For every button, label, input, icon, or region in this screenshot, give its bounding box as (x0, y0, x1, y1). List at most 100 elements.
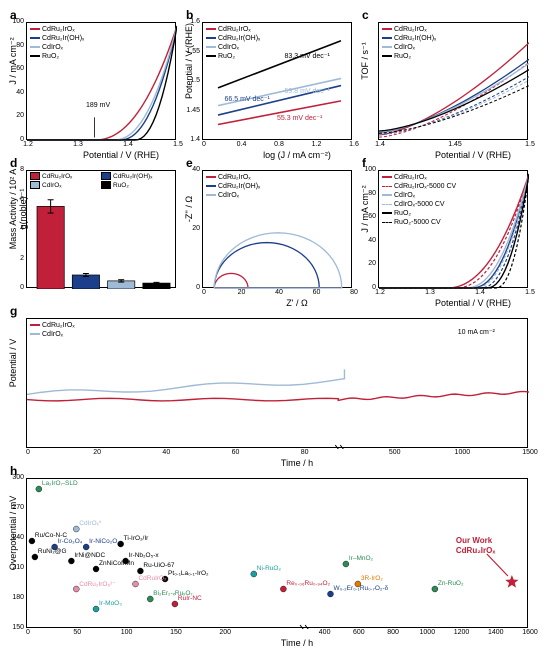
ylabel-h: Overpotential / mV (8, 473, 18, 593)
scatter-label: CdRu₂IrO₆²⁻ (79, 580, 115, 588)
xtick: 1600 (520, 629, 540, 636)
tafel-anno: 66.5 mV dec⁻¹ (225, 95, 270, 103)
legend-a: CdRu₂IrOₓ CdRu₂Ir(OH)ₓ CdIrOₓ RuO₂ (30, 25, 84, 61)
xtick: 0.8 (269, 141, 289, 148)
ytick: 150 (6, 624, 24, 631)
xtick: 1.5 (520, 289, 540, 296)
xlabel-a: Potential / V (RHE) (61, 150, 181, 160)
ytick: 300 (6, 474, 24, 481)
xlabel-e: Z' / Ω (237, 298, 357, 308)
scatter-label: 3R-IrO₂ (361, 575, 383, 582)
xlabel-b: log (J / mA cm⁻²) (237, 150, 357, 161)
ylabel-c: TOF / s⁻¹ (360, 1, 371, 121)
ytick: 40 (358, 237, 376, 244)
xtick: 1.3 (68, 141, 88, 148)
xtick: 1400 (486, 629, 506, 636)
ytick: 2 (6, 255, 24, 262)
ytick: 60 (6, 65, 24, 72)
xtick: 40 (269, 289, 289, 296)
xtick: 1.3 (420, 289, 440, 296)
xtick: 800 (383, 629, 403, 636)
xtick: 1000 (417, 629, 437, 636)
our-work-label2: CdRu₂IrOₓ (456, 546, 495, 555)
legend-item: RuO₂ (218, 53, 235, 60)
legend-item: CdIrOₓ-5000 CV (394, 201, 445, 208)
scatter-label: RuIr-NC (178, 595, 202, 602)
legend-item: RuO₂ (113, 182, 129, 189)
legend-item: CdRu₂Ir(OH)ₓ (42, 35, 84, 42)
ytick: 0 (6, 284, 24, 291)
legend-item: CdIrOₓ (42, 331, 63, 338)
legend-item: CdRu₂IrOₓ (394, 174, 427, 181)
scatter-label: W₀.₂Er₀.₁Ru₀.₇O₂-δ (333, 585, 388, 592)
scatter-label: Ni-RuO₂ (257, 565, 281, 572)
xtick: 1.4 (118, 141, 138, 148)
xtick: 200 (215, 629, 235, 636)
ytick: 1.55 (182, 48, 200, 55)
ytick: 20 (6, 112, 24, 119)
scatter-label: Ir-NiCo₂O₄ (89, 538, 120, 545)
scatter-label: CdIrOₓ* (79, 520, 101, 527)
legend-item: CdIrOₓ (42, 44, 63, 51)
legend-item: CdRu₂IrOₓ (42, 26, 75, 33)
legend-item: CdIrOₓ (42, 182, 61, 189)
legend-item: RuO₂ (394, 210, 411, 217)
ytick: 240 (6, 534, 24, 541)
scatter-label: IrNi@NDC (74, 552, 105, 559)
xtick: 1500 (520, 449, 540, 456)
legend-item: CdRu₂IrOₓ-5000 CV (394, 183, 456, 190)
xtick: 1.2 (307, 141, 327, 148)
xtick: 1.45 (445, 141, 465, 148)
tafel-anno: 55.3 mV dec⁻¹ (277, 114, 322, 122)
ytick: 60 (358, 213, 376, 220)
scatter-label: Ru-UiO-67 (143, 562, 174, 569)
legend-item: RuO₂ (394, 53, 411, 60)
xtick: 40 (156, 449, 176, 456)
scatter-label: Ti-IrO₂/Ir (124, 535, 149, 542)
legend-c: CdRu₂IrOₓCdRu₂Ir(OH)ₓCdIrOₓRuO₂ (382, 25, 436, 61)
xtick: 50 (67, 629, 87, 636)
legend-item: RuO₂-5000 CV (394, 219, 441, 226)
ytick: 0 (358, 284, 376, 291)
legend-item: CdIrOₓ (394, 192, 415, 199)
xtick: 150 (166, 629, 186, 636)
xtick: 1.6 (344, 141, 364, 148)
ytick: 1.4 (182, 136, 200, 143)
legend-b: CdRu₂IrOₓCdRu₂Ir(OH)ₓCdIrOₓRuO₂ (206, 25, 260, 61)
scatter-label: Ir–MnO₂ (349, 555, 373, 562)
legend-item: CdRu₂IrOₓ (218, 174, 251, 181)
ytick: 8 (6, 166, 24, 173)
scatter-label: Ir-Nb₂O₅-x (129, 552, 159, 559)
ytick: 20 (182, 225, 200, 232)
scatter-label: Pt₀.₁La₀.₁-IrO₂ (168, 570, 208, 577)
ytick: 40 (6, 89, 24, 96)
ytick: 80 (358, 190, 376, 197)
ytick: 0 (6, 136, 24, 143)
ytick: 0 (182, 284, 200, 291)
ytick: 270 (6, 504, 24, 511)
legend-item: CdRu₂IrOₓ (394, 26, 427, 33)
scatter-label: CdRuIrOₓ (138, 575, 166, 582)
ytick: 1.45 (182, 107, 200, 114)
legend-f: CdRu₂IrOₓ CdRu₂IrOₓ-5000 CV CdIrOₓ CdIrOₓ-5… (382, 173, 456, 227)
ytick: 100 (358, 166, 376, 173)
xlabel-g: Time / h (237, 458, 357, 468)
legend-item: CdIrOₓ (394, 44, 415, 51)
xtick: 0.4 (232, 141, 252, 148)
ylabel-g: Potential / V (8, 303, 18, 423)
xtick: 1000 (452, 449, 472, 456)
xlabel-c: Potential / V (RHE) (413, 150, 533, 160)
legend-item: CdRu₂IrOₓ (218, 26, 251, 33)
legend-item: RuO₂ (42, 53, 59, 60)
ytick: 4 (6, 225, 24, 232)
xtick: 60 (225, 449, 245, 456)
xtick: 20 (232, 289, 252, 296)
xtick: 1.5 (520, 141, 540, 148)
xtick: 500 (385, 449, 405, 456)
scatter-label: RuNi₂@G (38, 548, 67, 555)
annotation: 189 mV (86, 102, 110, 109)
xtick: 20 (87, 449, 107, 456)
our-work-label: Our Work (456, 536, 492, 545)
xtick: 1200 (452, 629, 472, 636)
xlabel-h: Time / h (237, 638, 357, 648)
